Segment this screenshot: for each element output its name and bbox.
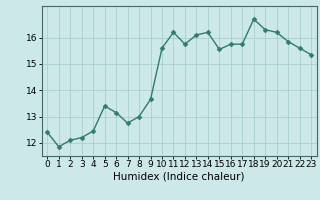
X-axis label: Humidex (Indice chaleur): Humidex (Indice chaleur) (114, 172, 245, 182)
